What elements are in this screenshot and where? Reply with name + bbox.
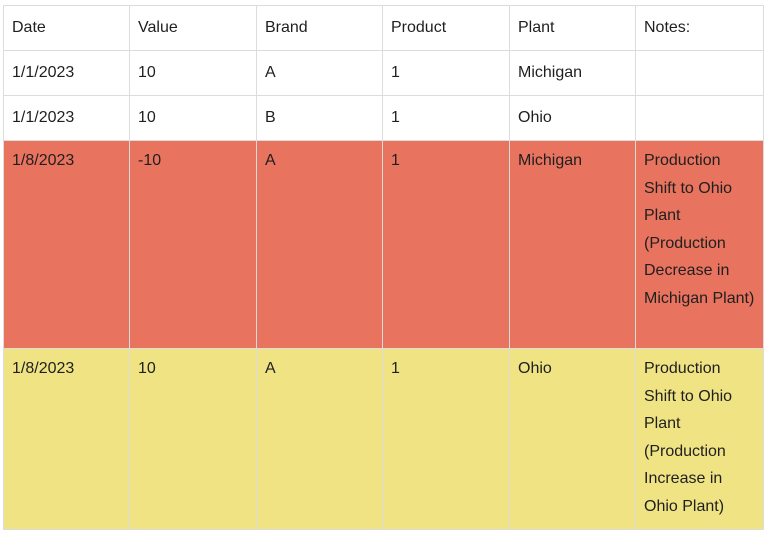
cell-value: 10 bbox=[129, 50, 257, 96]
cell-value: -10 bbox=[129, 140, 257, 349]
cell-date: 1/1/2023 bbox=[3, 95, 130, 141]
cell-value: 10 bbox=[129, 95, 257, 141]
cell-plant: Ohio bbox=[509, 348, 636, 530]
table-row: 1/1/2023 10 B 1 Ohio bbox=[3, 95, 764, 141]
column-header-date: Date bbox=[3, 5, 130, 51]
cell-product: 1 bbox=[382, 348, 510, 530]
data-table: Date Value Brand Product Plant Notes: 1/… bbox=[3, 5, 764, 530]
cell-date: 1/8/2023 bbox=[3, 140, 130, 349]
table-header-row: Date Value Brand Product Plant Notes: bbox=[3, 5, 764, 51]
table-row: 1/1/2023 10 A 1 Michigan bbox=[3, 50, 764, 96]
cell-notes: Production Shift to Ohio Plant (Producti… bbox=[635, 140, 764, 349]
cell-value: 10 bbox=[129, 348, 257, 530]
cell-product: 1 bbox=[382, 95, 510, 141]
column-header-plant: Plant bbox=[509, 5, 636, 51]
cell-plant: Michigan bbox=[509, 50, 636, 96]
table-row-highlighted-yellow: 1/8/2023 10 A 1 Ohio Production Shift to… bbox=[3, 348, 764, 530]
cell-date: 1/1/2023 bbox=[3, 50, 130, 96]
cell-notes bbox=[635, 50, 764, 96]
cell-product: 1 bbox=[382, 140, 510, 349]
cell-plant: Michigan bbox=[509, 140, 636, 349]
cell-notes bbox=[635, 95, 764, 141]
cell-brand: A bbox=[256, 348, 383, 530]
column-header-product: Product bbox=[382, 5, 510, 51]
cell-brand: A bbox=[256, 140, 383, 349]
column-header-value: Value bbox=[129, 5, 257, 51]
cell-brand: B bbox=[256, 95, 383, 141]
table-row-highlighted-red: 1/8/2023 -10 A 1 Michigan Production Shi… bbox=[3, 140, 764, 349]
column-header-notes: Notes: bbox=[635, 5, 764, 51]
column-header-brand: Brand bbox=[256, 5, 383, 51]
cell-brand: A bbox=[256, 50, 383, 96]
cell-notes: Production Shift to Ohio Plant (Producti… bbox=[635, 348, 764, 530]
cell-date: 1/8/2023 bbox=[3, 348, 130, 530]
cell-plant: Ohio bbox=[509, 95, 636, 141]
cell-product: 1 bbox=[382, 50, 510, 96]
